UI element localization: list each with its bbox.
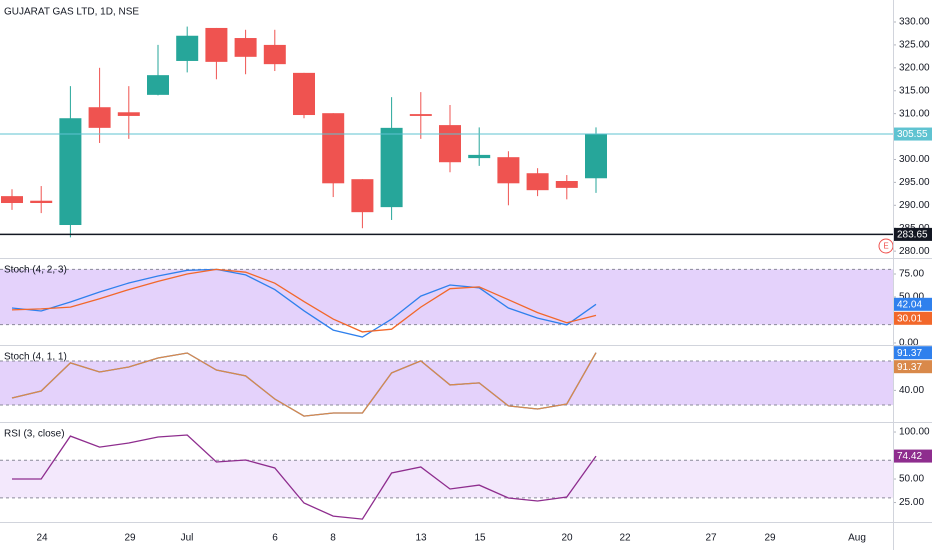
y-tick-label: 0.00 [899, 338, 919, 349]
x-tick-label: 8 [330, 533, 336, 544]
y-tick-label: 100.00 [899, 427, 930, 438]
value-label-box [893, 311, 932, 325]
candle-body [59, 118, 82, 226]
x-tick-label: 24 [36, 533, 48, 544]
y-tick-label: 325.00 [899, 40, 930, 51]
candle-body [439, 125, 461, 163]
x-tick-label: 29 [764, 533, 776, 544]
value-label: 74.42 [897, 451, 922, 462]
price-label-box [893, 127, 932, 141]
price-label-box [893, 227, 932, 241]
candle-body [1, 196, 23, 204]
candle-body [88, 107, 111, 128]
pane-title: Stoch (4, 2, 3) [4, 265, 67, 276]
value-label: 91.37 [897, 362, 922, 373]
x-tick-label: Jul [181, 533, 194, 544]
band [0, 269, 893, 325]
indicator-line [12, 434, 597, 520]
value-label: 30.01 [897, 313, 922, 324]
y-tick-label: 315.00 [899, 85, 930, 96]
y-tick-label: 330.00 [899, 17, 930, 28]
candle-body [263, 44, 286, 65]
earnings-letter: E [883, 242, 888, 251]
candle-body [30, 200, 53, 204]
y-tick-label: 75.00 [899, 269, 924, 280]
candle-body [555, 181, 578, 188]
y-tick-label: 50.00 [899, 292, 924, 303]
candle-body [117, 112, 140, 116]
indicator-line [11, 268, 597, 333]
candle-body [526, 173, 549, 191]
candle-body [205, 27, 228, 62]
candle-body [497, 157, 520, 184]
y-tick-label: 320.00 [899, 62, 930, 73]
x-tick-label: 15 [474, 533, 486, 544]
price-label: 305.55 [897, 129, 928, 140]
band [0, 361, 893, 406]
chart-title: GUJARAT GAS LTD, 1D, NSE [4, 7, 139, 18]
indicator-line [11, 268, 597, 338]
candle-body [176, 35, 199, 61]
candle-body [293, 72, 315, 116]
y-tick-label: 50.00 [899, 474, 924, 485]
y-tick-label: 40.00 [899, 385, 924, 396]
price-label: 283.65 [897, 230, 928, 241]
y-tick-label: 280.00 [899, 246, 930, 257]
candle-body [380, 127, 403, 208]
pane-title: RSI (3, close) [4, 429, 65, 440]
x-tick-label: 6 [272, 533, 278, 544]
candle-body [147, 75, 169, 95]
candle-body [468, 154, 491, 159]
value-label-box [893, 346, 932, 360]
value-label: 42.04 [897, 299, 922, 310]
candle-body [585, 134, 607, 179]
y-tick-label: 290.00 [899, 200, 930, 211]
pane-title: Stoch (4, 1, 1) [4, 352, 67, 363]
x-tick-label: 20 [561, 533, 573, 544]
y-tick-label: 25.00 [899, 497, 924, 508]
value-label-box [893, 360, 932, 374]
value-label: 91.37 [897, 348, 922, 359]
value-label-box [893, 297, 932, 311]
x-tick-label: 13 [415, 533, 427, 544]
y-tick-label: 295.00 [899, 177, 930, 188]
x-tick-label: 22 [619, 533, 631, 544]
x-tick-label: 29 [124, 533, 136, 544]
value-label-box [893, 449, 932, 463]
indicator-line [11, 352, 597, 417]
y-tick-label: 310.00 [899, 108, 930, 119]
y-tick-label: 300.00 [899, 154, 930, 165]
band [0, 460, 893, 498]
candle-body [322, 113, 345, 184]
x-tick-label: Aug [848, 533, 866, 544]
x-tick-label: 27 [705, 533, 717, 544]
candle-body [409, 114, 432, 116]
candle-body [351, 179, 374, 213]
candle-body [234, 38, 257, 57]
